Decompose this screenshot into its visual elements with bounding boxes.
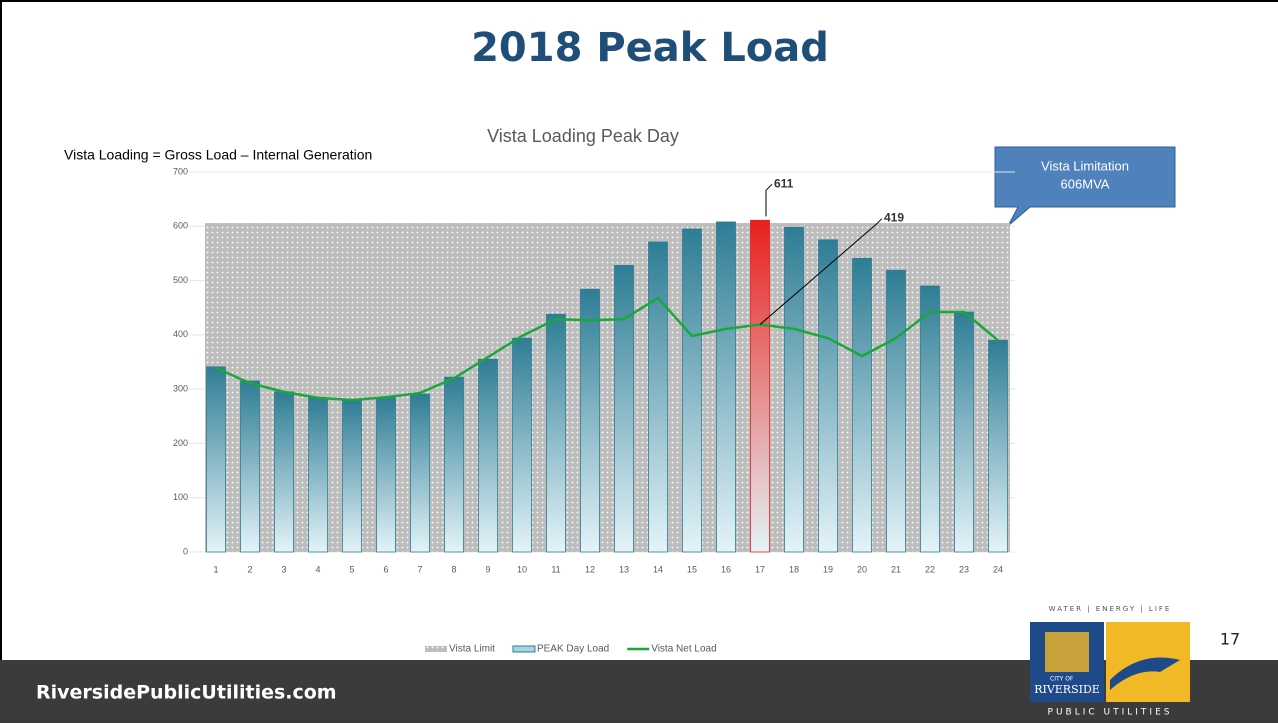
bar <box>614 264 634 553</box>
limit-area <box>205 223 1010 552</box>
x-tick-label: 17 <box>755 564 765 574</box>
x-tick-label: 3 <box>281 564 286 574</box>
data-label: 611 <box>774 176 794 190</box>
bar <box>818 239 838 553</box>
logo-wave <box>1110 657 1180 690</box>
bar <box>342 399 362 553</box>
x-tick-label: 22 <box>925 564 935 574</box>
logo-city: CITY OF <box>1050 676 1074 683</box>
legend-label: PEAK Day Load <box>537 644 609 655</box>
bar <box>784 226 804 553</box>
x-tick-label: 6 <box>383 564 388 574</box>
bar <box>648 241 668 553</box>
bar <box>546 313 566 553</box>
slide-title: 2018 Peak Load <box>471 25 829 71</box>
bar <box>750 219 770 553</box>
bar <box>410 393 430 553</box>
data-label: 419 <box>884 211 904 225</box>
x-tick-label: 24 <box>993 564 1003 574</box>
legend-swatch <box>512 645 536 653</box>
y-tick-label: 700 <box>173 166 188 176</box>
legend-label: Vista Net Load <box>651 644 716 655</box>
bar <box>206 366 226 553</box>
logo-tagline: WATER | ENERGY | LIFE <box>1049 605 1172 613</box>
callout-text: 606MVA <box>1061 176 1110 191</box>
legend-swatch <box>425 646 447 652</box>
page-number: 17 <box>1220 630 1240 649</box>
x-tick-label: 1 <box>213 564 218 574</box>
footer-text: RiversidePublicUtilities.com <box>36 682 337 704</box>
x-tick-label: 12 <box>585 564 595 574</box>
chart-title: Vista Loading Peak Day <box>487 126 679 146</box>
bar <box>580 288 600 553</box>
y-tick-label: 200 <box>173 438 188 448</box>
x-tick-label: 10 <box>517 564 527 574</box>
x-tick-label: 19 <box>823 564 833 574</box>
logo-name: RIVERSIDE <box>1034 683 1100 696</box>
bar <box>308 397 328 553</box>
x-tick-label: 2 <box>247 564 252 574</box>
bar <box>444 376 464 553</box>
y-tick-label: 500 <box>173 275 188 285</box>
x-tick-label: 9 <box>485 564 490 574</box>
bar <box>920 285 940 553</box>
line <box>215 296 999 402</box>
bar <box>478 358 498 553</box>
logo: WATER | ENERGY | LIFE CITY OF RIVERSIDE … <box>1030 605 1190 719</box>
legend-label: Vista Limit <box>449 644 495 655</box>
bar <box>852 257 872 553</box>
x-tick-label: 23 <box>959 564 969 574</box>
logo-bell <box>1045 632 1089 672</box>
x-tick-label: 7 <box>417 564 422 574</box>
bar <box>274 391 294 553</box>
x-tick-label: 15 <box>687 564 697 574</box>
x-tick-label: 14 <box>653 564 663 574</box>
x-tick-label: 20 <box>857 564 867 574</box>
bar <box>716 221 736 553</box>
x-tick-label: 8 <box>451 564 456 574</box>
x-tick-label: 5 <box>349 564 354 574</box>
y-tick-label: 600 <box>173 221 188 231</box>
x-tick-label: 11 <box>551 564 560 574</box>
leader-line <box>765 183 773 217</box>
logo-band <box>1030 703 1190 719</box>
bar <box>954 311 974 553</box>
callout-box <box>994 146 1176 227</box>
x-tick-label: 18 <box>789 564 799 574</box>
y-tick-label: 100 <box>173 492 188 502</box>
y-tick-label: 300 <box>173 384 188 394</box>
x-tick-label: 16 <box>721 564 731 574</box>
x-tick-label: 21 <box>891 564 901 574</box>
leader-line <box>759 218 883 325</box>
bar <box>682 228 702 553</box>
bar <box>512 337 532 553</box>
x-tick-label: 4 <box>315 564 320 574</box>
bar <box>886 269 906 553</box>
chart-subtitle: Vista Loading = Gross Load – Internal Ge… <box>64 147 372 163</box>
callout-text: Vista Limitation <box>1041 158 1129 173</box>
bar <box>376 397 396 553</box>
callout: Vista Limitation 606MVA <box>994 146 1176 227</box>
y-tick-label: 400 <box>173 329 188 339</box>
bar <box>988 339 1008 553</box>
y-tick-label: 0 <box>183 546 188 556</box>
x-tick-label: 13 <box>619 564 629 574</box>
bar <box>240 380 260 553</box>
logo-sub: PUBLIC UTILITIES <box>1048 708 1173 718</box>
